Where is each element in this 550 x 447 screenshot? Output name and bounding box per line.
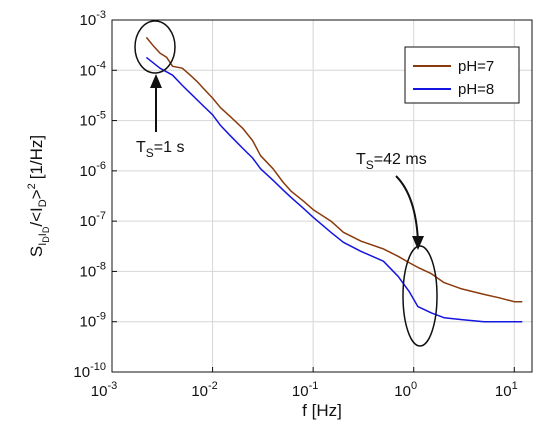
- y-axis-label-main: S: [27, 246, 46, 257]
- legend: pH=7 pH=8: [404, 46, 520, 104]
- y-tick-label: 10-10: [73, 361, 106, 381]
- y-tick-label: 10-8: [80, 260, 106, 280]
- x-tick-label: 100: [394, 380, 417, 400]
- x-tick-label: 101: [495, 380, 518, 400]
- y-axis-label: SIDID/<ID>2[1/Hz]: [26, 135, 51, 257]
- y-tick-label: 10-7: [80, 210, 106, 230]
- y-tick-label: 10-5: [80, 110, 106, 130]
- x-tick-label: 10-1: [292, 380, 318, 400]
- annotation-ts1-text: =1 s: [154, 139, 185, 156]
- y-axis-label-unit: [1/Hz]: [27, 135, 46, 179]
- series-line-ph7: [145, 36, 523, 303]
- y-axis-label-subsub-2: D: [41, 226, 51, 233]
- y-tick-label: 10-4: [80, 59, 106, 79]
- series-layer: [145, 36, 523, 323]
- y-axis-label-sub-2: I: [37, 233, 49, 236]
- x-axis-ticks: 10-3 10-2 10-1 100 101: [91, 367, 518, 400]
- legend-label-ph8: pH=8: [458, 81, 494, 98]
- annotation-ts42-text: =42 ms: [374, 151, 427, 168]
- annotation-arrow-ts42: [395, 175, 424, 250]
- y-axis-label-sub-3: D: [37, 199, 49, 207]
- annotation-ts42-base: T: [356, 151, 366, 168]
- y-axis-label-sup-2: 2: [26, 183, 38, 189]
- y-tick-label: 10-9: [80, 311, 106, 331]
- y-axis-label-sub-1: I: [37, 243, 49, 246]
- annotation-ts1: TS=1 s: [136, 139, 184, 160]
- x-tick-label: 10-3: [91, 380, 117, 400]
- annotation-ts1-base: T: [136, 139, 146, 156]
- y-axis-label-mid: /<I: [27, 207, 46, 226]
- legend-box: [404, 46, 520, 104]
- annotation-ts42-sub: S: [366, 158, 374, 172]
- y-tick-label: 10-6: [80, 160, 106, 180]
- y-axis-label-sup: >: [27, 189, 46, 199]
- plot-area-frame: [111, 19, 533, 373]
- y-axis-label-subsub-1: D: [41, 236, 51, 243]
- annotation-ts42: TS=42 ms: [356, 151, 427, 172]
- annotation-ellipse-ts42: [402, 245, 438, 347]
- series-line-ph8: [145, 56, 523, 323]
- y-tick-label: 10-3: [80, 9, 106, 29]
- y-axis-ticks: 10-10 10-9 10-8 10-7 10-6 10-5 10-4 10-3: [73, 9, 117, 381]
- x-tick-label: 10-2: [191, 380, 217, 400]
- x-axis-label: f [Hz]: [302, 401, 342, 420]
- annotation-arrow-ts1: [150, 74, 162, 132]
- annotation-ellipse-ts1: [134, 20, 176, 74]
- legend-label-ph7: pH=7: [458, 58, 494, 75]
- annotation-ts1-sub: S: [146, 146, 154, 160]
